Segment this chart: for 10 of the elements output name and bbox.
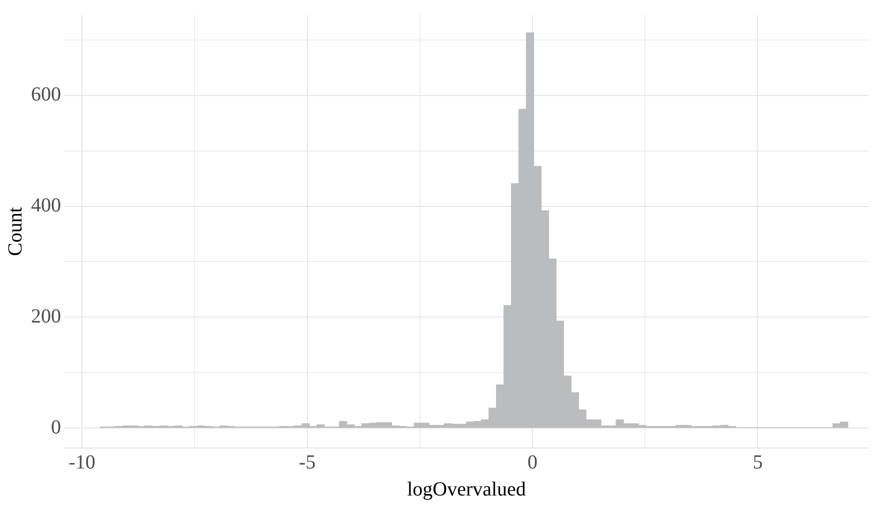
x-axis-title: logOvervalued xyxy=(407,478,526,500)
y-axis-title: Count xyxy=(4,206,26,256)
x-tick-label: 5 xyxy=(752,451,763,474)
x-tick-label: -5 xyxy=(298,451,316,474)
y-tick-label: 600 xyxy=(31,84,61,106)
x-tick-label: 0 xyxy=(527,451,538,474)
x-tick-label: -10 xyxy=(68,451,96,474)
y-tick-label: 0 xyxy=(51,416,61,438)
y-tick-label: 200 xyxy=(31,305,61,328)
y-tick-label: 400 xyxy=(31,194,61,217)
